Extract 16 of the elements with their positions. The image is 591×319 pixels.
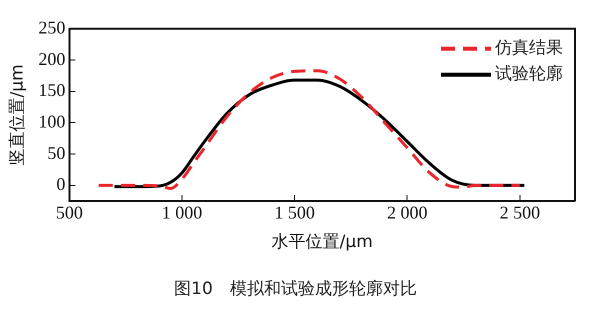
x-tick-label: 500: [56, 202, 83, 223]
y-axis-title: 竖直位置/μm: [8, 64, 28, 166]
legend-label: 仿真结果: [494, 38, 563, 58]
y-tick-label: 150: [38, 80, 66, 100]
x-axis-title: 水平位置/μm: [272, 232, 373, 252]
y-tick-label: 200: [38, 48, 66, 69]
x-tick-label: 1 000: [162, 202, 202, 223]
y-tick-label: 0: [56, 174, 66, 194]
legend-label: 试验轮廓: [495, 64, 563, 84]
x-tick-label: 2 500: [500, 202, 540, 223]
y-tick-label: 100: [38, 111, 66, 132]
y-tick-label: 50: [47, 142, 66, 163]
caption: 图10 模拟和试验成形轮廓对比: [173, 278, 418, 300]
x-tick-label: 2 000: [386, 202, 428, 223]
y-tick-label: 250: [38, 18, 66, 38]
x-tick-label: 1 500: [274, 202, 315, 223]
